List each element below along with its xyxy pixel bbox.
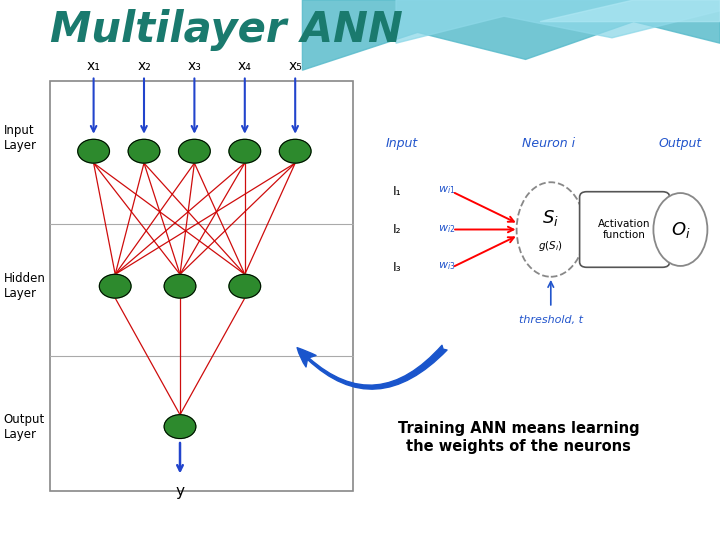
Polygon shape [396,0,720,43]
Text: x₄: x₄ [238,59,252,73]
Text: Output: Output [659,137,702,150]
Text: Training ANN means learning
the weights of the neurons: Training ANN means learning the weights … [397,421,639,454]
FancyBboxPatch shape [580,192,670,267]
Circle shape [164,274,196,298]
Bar [50,81,353,491]
Circle shape [229,139,261,163]
Circle shape [179,139,210,163]
Text: x₁: x₁ [86,59,101,73]
Text: I₃: I₃ [392,261,401,274]
Text: x₂: x₂ [137,59,151,73]
Text: Hidden
Layer: Hidden Layer [4,272,45,300]
Text: $w_{i3}$: $w_{i3}$ [438,260,455,272]
Text: x₃: x₃ [187,59,202,73]
Text: Neuron i: Neuron i [522,137,575,150]
Ellipse shape [516,183,585,276]
Text: Multilayer ANN: Multilayer ANN [50,9,403,51]
Text: Output
Layer: Output Layer [4,413,45,441]
Circle shape [164,415,196,438]
Text: $S_i$: $S_i$ [542,207,559,228]
Ellipse shape [654,193,707,266]
Polygon shape [302,0,720,70]
Polygon shape [540,0,720,22]
Text: $w_{i1}$: $w_{i1}$ [438,184,455,196]
Text: threshold, t: threshold, t [519,315,582,325]
Text: y: y [176,484,184,500]
Text: Input
Layer: Input Layer [4,124,37,152]
Circle shape [279,139,311,163]
Text: $w_{i2}$: $w_{i2}$ [438,224,455,235]
Text: Input: Input [385,137,418,150]
Circle shape [99,274,131,298]
Text: $O_i$: $O_i$ [670,219,690,240]
FancyArrowPatch shape [297,345,447,389]
Text: x₅: x₅ [288,59,302,73]
Circle shape [128,139,160,163]
Text: I₁: I₁ [392,185,401,198]
Circle shape [229,274,261,298]
Text: Activation
function: Activation function [598,219,651,240]
Text: $g(S_i)$: $g(S_i)$ [539,239,563,253]
Circle shape [78,139,109,163]
Text: I₂: I₂ [392,223,401,236]
